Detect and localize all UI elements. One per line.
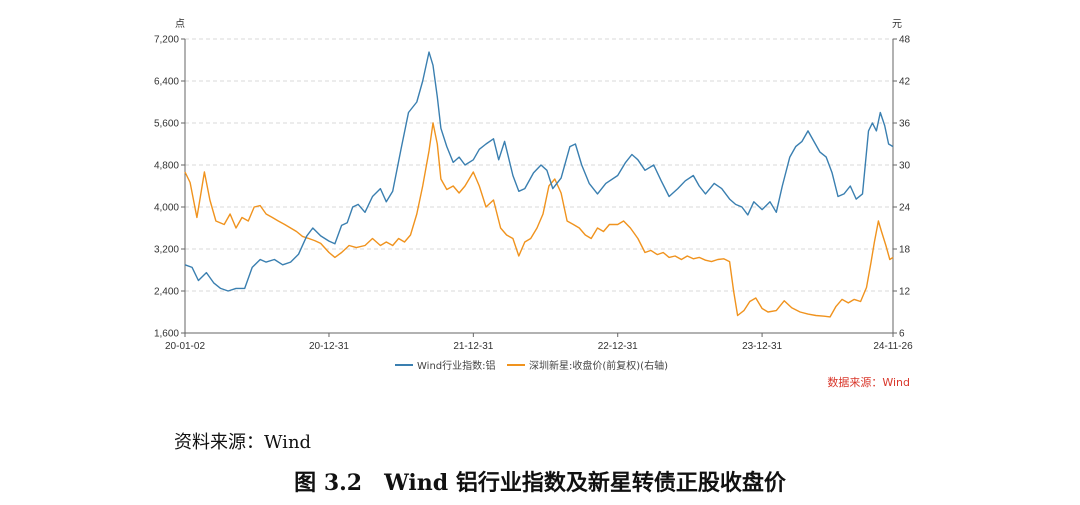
gridlines <box>185 38 893 292</box>
left-tick-label: 4,000 <box>154 203 179 214</box>
line-chart: 点 元 1,600 2,400 3,200 4,000 4,800 5,600 6,400 7… <box>154 18 913 389</box>
x-axis-ticks: 20-01-02 20-12-31 21-12-31 22-12-31 23-12-31… <box>165 333 913 352</box>
caption-source: 资料来源：Wind <box>174 432 312 453</box>
left-tick-label: 2,400 <box>154 287 179 298</box>
series-lines <box>184 51 894 318</box>
x-tick-label: 20-12-31 <box>309 341 349 352</box>
left-tick-label: 3,200 <box>154 245 179 256</box>
legend-label-xinxing-price: 深圳新星:收盘价(前复权)(右轴) <box>529 359 668 372</box>
axes: 点 元 <box>175 18 902 334</box>
right-tick-label: 36 <box>899 119 911 130</box>
left-tick-label: 7,200 <box>154 35 179 46</box>
left-tick-label: 1,600 <box>154 329 179 340</box>
right-tick-label: 6 <box>899 329 905 340</box>
left-axis-ticks: 1,600 2,400 3,200 4,000 4,800 5,600 6,400 7,200 <box>154 35 185 340</box>
right-tick-label: 30 <box>899 161 911 172</box>
series-line-aluminum-index <box>184 51 894 292</box>
x-tick-label: 22-12-31 <box>598 341 638 352</box>
data-source-note: 数据来源：Wind <box>827 375 910 389</box>
left-tick-label: 6,400 <box>154 77 179 88</box>
right-axis-unit: 元 <box>892 19 902 30</box>
left-axis-unit: 点 <box>175 18 185 30</box>
x-tick-label: 24-11-26 <box>873 341 913 352</box>
series-line-xinxing-price <box>184 122 894 318</box>
legend-label-aluminum-index: Wind行业指数:铝 <box>417 359 496 372</box>
right-tick-label: 42 <box>899 77 911 88</box>
right-tick-label: 18 <box>899 245 911 256</box>
right-axis-ticks: 6 12 18 24 30 36 42 48 <box>893 35 911 340</box>
legend: Wind行业指数:铝 深圳新星:收盘价(前复权)(右轴) <box>395 359 668 372</box>
x-tick-label: 20-01-02 <box>165 341 205 352</box>
x-tick-label: 23-12-31 <box>742 341 782 352</box>
right-tick-label: 12 <box>899 287 911 298</box>
right-tick-label: 24 <box>899 203 911 214</box>
right-tick-label: 48 <box>899 35 911 46</box>
left-tick-label: 5,600 <box>154 119 179 130</box>
x-tick-label: 21-12-31 <box>453 341 493 352</box>
left-tick-label: 4,800 <box>154 161 179 172</box>
figure-title: 图 3.2 Wind 铝行业指数及新星转债正股收盘价 <box>294 470 786 496</box>
